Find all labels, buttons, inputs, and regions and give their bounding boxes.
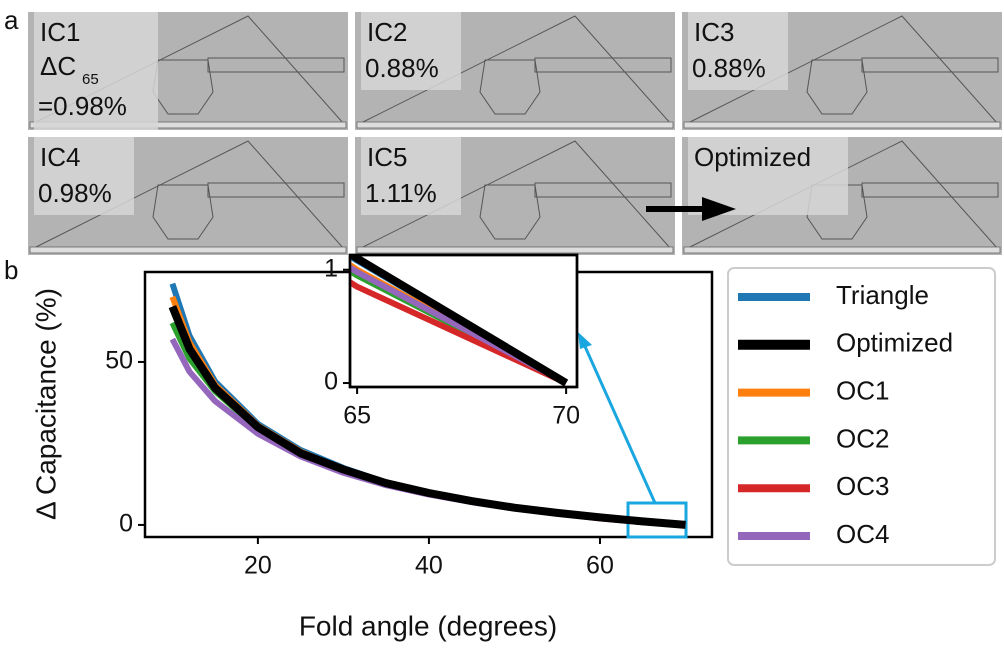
x-axis-label: Fold angle (degrees) bbox=[299, 610, 557, 641]
arrow-head bbox=[702, 197, 736, 221]
y-tick-label: 1 bbox=[324, 254, 338, 282]
tile-label-box bbox=[361, 12, 461, 90]
y-tick-label: 0 bbox=[119, 510, 133, 538]
tile: IC5 1.11% bbox=[354, 136, 676, 256]
tile: IC2 0.88% bbox=[354, 11, 676, 131]
tile: Optimized bbox=[646, 136, 1003, 256]
tile-label-box bbox=[34, 12, 158, 130]
tile-metric-subscript: 65 bbox=[82, 71, 99, 88]
legend-label: OC1 bbox=[836, 375, 889, 405]
series-line bbox=[168, 305, 686, 529]
x-tick-label: 40 bbox=[415, 552, 443, 580]
tile-label: IC5 bbox=[367, 142, 407, 172]
tile-label: IC4 bbox=[40, 142, 80, 172]
tile-metric: ΔC bbox=[40, 51, 76, 81]
x-tick-label: 60 bbox=[586, 552, 614, 580]
y-tick-label: 0 bbox=[324, 368, 338, 396]
tile-label-box bbox=[361, 137, 461, 215]
tile-label-box bbox=[688, 12, 788, 90]
x-tick-label: 65 bbox=[343, 402, 371, 430]
tile-value: 1.11% bbox=[365, 178, 437, 208]
legend-label: Triangle bbox=[836, 280, 929, 310]
panel-label: b bbox=[4, 255, 18, 285]
tile-label: Optimized bbox=[694, 142, 811, 172]
tile-value: 0.88% bbox=[692, 53, 766, 83]
tile: IC1 ΔC 65 =0.98% bbox=[27, 11, 349, 131]
tile-label: IC1 bbox=[40, 17, 80, 47]
tile-label: IC3 bbox=[694, 17, 734, 47]
legend-label: Optimized bbox=[836, 328, 953, 358]
tile-value: 0.98% bbox=[38, 178, 112, 208]
zoom-arrow-head bbox=[578, 332, 592, 349]
inset-frame-outline bbox=[348, 253, 579, 389]
tile-value: =0.98% bbox=[38, 91, 127, 121]
legend-label: OC4 bbox=[836, 519, 889, 549]
zoom-arrow bbox=[581, 341, 657, 504]
tile-value: 0.88% bbox=[365, 53, 439, 83]
y-tick-label: 50 bbox=[105, 347, 133, 375]
tile: IC3 0.88% bbox=[681, 11, 1003, 131]
tile-label: IC2 bbox=[367, 17, 407, 47]
panel-label: a bbox=[4, 5, 19, 35]
tile-grid: IC1 ΔC 65 =0.98% IC2 0.88% IC3 0.88% IC4 0.98% IC5… bbox=[27, 11, 1003, 256]
y-axis-label: Δ Capacitance (%) bbox=[30, 288, 61, 520]
legend-label: OC3 bbox=[836, 471, 889, 501]
tile-label-box bbox=[34, 137, 134, 215]
tile: IC4 0.98% bbox=[27, 136, 349, 256]
x-tick-label: 20 bbox=[244, 552, 272, 580]
legend-label: OC2 bbox=[836, 423, 889, 453]
x-tick-label: 70 bbox=[552, 402, 580, 430]
